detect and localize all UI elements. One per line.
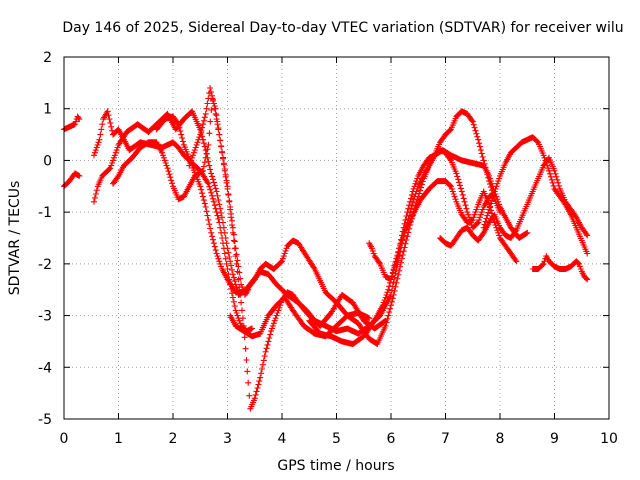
x-axis-tick-labels: 0 1 2 3 4 5 6 7 8 9 10: [60, 431, 618, 447]
x-tick-label: 3: [223, 431, 232, 447]
data-series: [61, 85, 591, 412]
series-markers: [480, 134, 591, 257]
chart-title: Day 146 of 2025, Sidereal Day-to-day VTE…: [62, 20, 623, 36]
y-tick-label: -5: [38, 412, 52, 428]
grid-lines: [64, 57, 609, 419]
x-tick-label: 8: [496, 431, 505, 447]
y-tick-label: -2: [38, 257, 52, 273]
series-markers: [437, 154, 591, 249]
series-markers: [529, 253, 591, 283]
y-tick-label: 0: [43, 153, 52, 169]
x-tick-label: 5: [332, 431, 341, 447]
series-markers: [153, 113, 389, 332]
y-tick-label: -4: [38, 360, 52, 376]
x-tick-label: 7: [441, 431, 450, 447]
x-tick-label: 2: [169, 431, 178, 447]
y-tick-label: -3: [38, 309, 52, 325]
x-tick-label: 4: [278, 431, 287, 447]
x-axis-label: GPS time / hours: [277, 458, 394, 474]
y-tick-label: -1: [38, 205, 52, 221]
series-markers: [186, 85, 503, 412]
x-tick-label: 10: [600, 431, 618, 447]
axis-ticks: [63, 56, 610, 420]
y-axis-tick-labels: -5 -4 -3 -2 -1 0 1 2: [38, 50, 52, 428]
x-tick-label: 9: [550, 431, 559, 447]
x-tick-label: 6: [387, 431, 396, 447]
y-tick-label: 1: [43, 102, 52, 118]
series-markers: [366, 147, 498, 283]
x-tick-label: 0: [60, 431, 69, 447]
y-tick-label: 2: [43, 50, 52, 66]
x-tick-label: 1: [114, 431, 123, 447]
y-axis-label: SDTVAR / TECUs: [7, 181, 23, 296]
